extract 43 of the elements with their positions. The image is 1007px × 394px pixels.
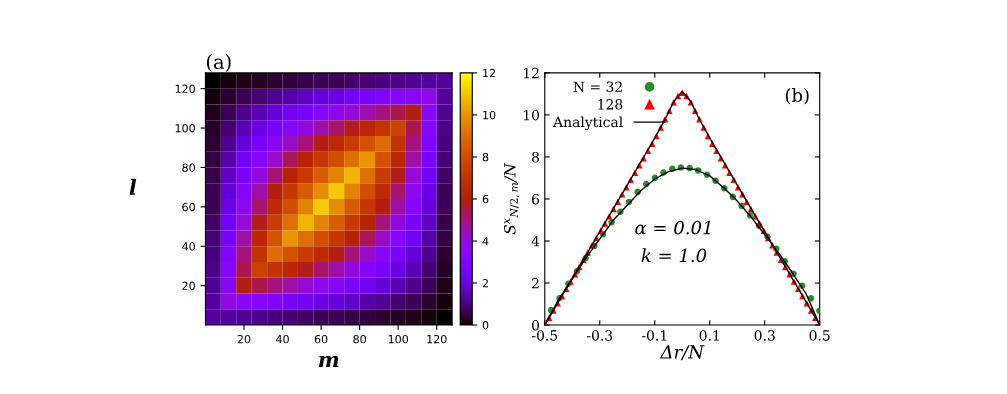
y-tick-label: 60 <box>182 202 195 212</box>
y-tick-label: 120 <box>175 84 195 94</box>
y-tick-label: 20 <box>182 281 195 291</box>
x-tick-label: 120 <box>427 334 447 344</box>
x-tick-label: 40 <box>276 334 289 344</box>
color-bar-label: 12 <box>483 68 496 78</box>
color-bar-label: 0 <box>482 321 489 330</box>
y-axis-title: S$^{x}$$_{N/2,m}$/N <box>504 162 520 235</box>
color-bar-label: 4 <box>482 237 489 246</box>
y-tick-label: 10 <box>523 109 539 121</box>
legend-label: 128 <box>598 99 623 110</box>
y-tick-label: 8 <box>532 151 539 163</box>
chart-title: (a) <box>206 54 231 72</box>
color-bar-label: 10 <box>483 110 496 120</box>
x-tick-label: -0.3 <box>586 330 613 341</box>
x-tick-label: -0.1 <box>641 330 667 341</box>
x-tick-label: 0.1 <box>699 330 719 341</box>
x-tick-label: -0.5 <box>532 330 558 341</box>
color-bar-label: 2 <box>482 279 488 288</box>
x-tick-label: 60 <box>314 334 328 344</box>
x-tick-label: 0.5 <box>809 330 830 341</box>
x-axis-title: Δr/N <box>659 345 705 361</box>
y-tick-label: 4 <box>531 235 540 247</box>
y-tick-label: 80 <box>182 163 195 172</box>
legend-label: N = 32 <box>573 81 622 92</box>
text: (b) <box>785 88 809 105</box>
x-tick-label: 80 <box>353 334 366 344</box>
y-tick-label: 12 <box>523 67 539 79</box>
y-tick-label: 2 <box>532 277 539 289</box>
y-axis-title: l <box>129 178 137 195</box>
y-tick-label: 100 <box>175 124 195 133</box>
color-bar-label: 6 <box>482 194 489 204</box>
x-tick-label: 100 <box>388 334 409 344</box>
y-tick-label: 40 <box>182 242 195 251</box>
x-tick-label: 0.3 <box>754 330 775 341</box>
x-axis-title: m <box>318 355 339 367</box>
legend-label: Analytical <box>553 116 623 131</box>
y-tick-label: 6 <box>532 193 540 205</box>
annotation: k = 1.0 <box>641 248 707 263</box>
color-bar-label: 8 <box>482 152 489 162</box>
annotation: α = 0.01 <box>635 220 710 235</box>
y-tick-label: 0 <box>532 320 539 331</box>
x-tick-label: 20 <box>237 334 251 344</box>
